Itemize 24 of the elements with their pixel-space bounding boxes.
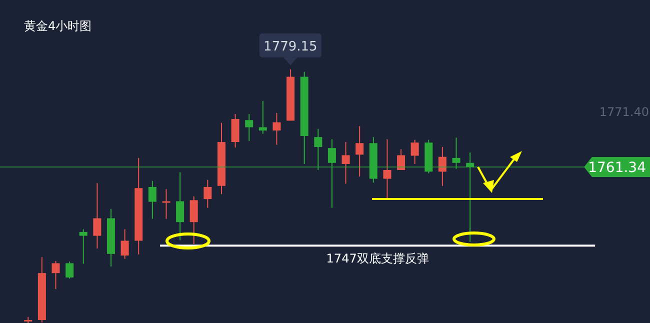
candlestick (190, 196, 198, 245)
ref-line-label: 1747双底支撑反弹 (326, 252, 429, 266)
ref-line-label: 1761.34 (588, 160, 646, 176)
candlestick (148, 180, 156, 220)
candlestick (272, 112, 281, 146)
text: 1771.40 (599, 105, 649, 119)
candlestick (162, 188, 170, 220)
candlestick (383, 138, 392, 200)
annotation: 1779.15 (264, 39, 318, 54)
candlestick (410, 139, 419, 164)
candlestick (176, 172, 184, 241)
candlestick (66, 261, 74, 280)
candlestick (342, 142, 350, 184)
candlestick (356, 126, 364, 178)
candlestick (52, 260, 60, 290)
candlestick (231, 114, 240, 148)
candlestick (438, 146, 446, 186)
candlestick (204, 179, 212, 208)
candlestick (79, 228, 88, 264)
candlestick (120, 228, 129, 260)
text: 黄金4小时图 (24, 18, 92, 35)
candlestick (93, 182, 102, 249)
candlestick (258, 100, 267, 134)
candlestick (245, 114, 254, 142)
